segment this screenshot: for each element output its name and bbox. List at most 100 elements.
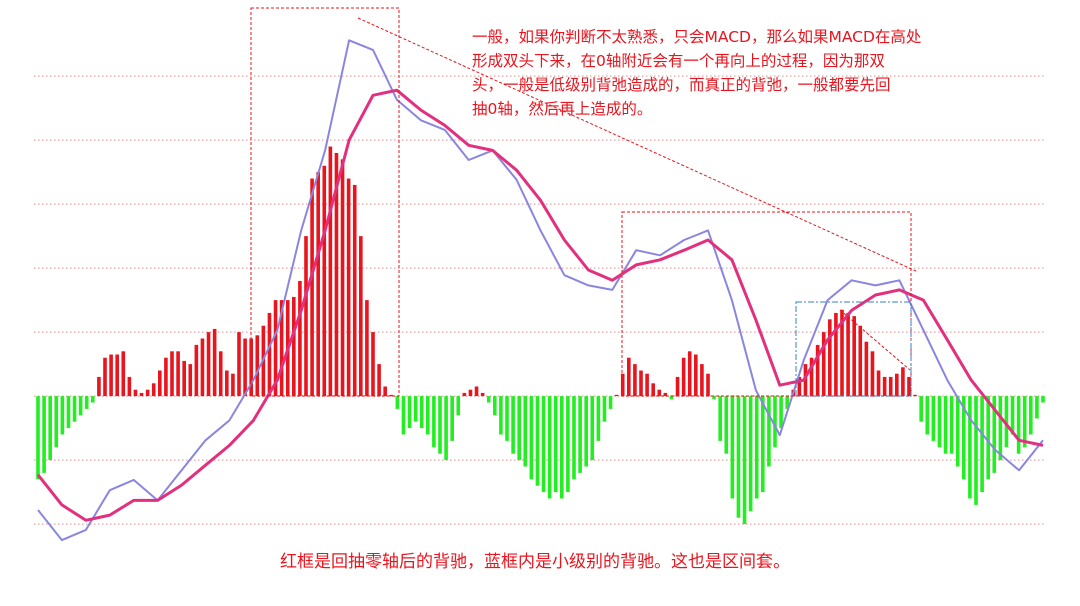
bar [949, 396, 954, 454]
bar [66, 396, 71, 429]
bar [401, 396, 406, 435]
bar [438, 396, 442, 454]
bar [943, 396, 948, 454]
bar [322, 165, 327, 397]
bar [352, 184, 357, 397]
bar [767, 396, 771, 467]
bar [955, 396, 960, 467]
bar [450, 396, 454, 441]
bar [895, 373, 899, 397]
bar [553, 396, 558, 493]
bar [54, 396, 59, 448]
bar [237, 332, 241, 397]
bar [395, 396, 400, 409]
bar [371, 332, 375, 397]
bar [669, 396, 674, 400]
bar [870, 351, 875, 397]
bar [681, 357, 686, 397]
bar [407, 396, 412, 429]
bar [736, 396, 741, 518]
bar [188, 364, 193, 397]
bar [706, 373, 710, 397]
bar [572, 396, 576, 480]
bar [785, 396, 789, 409]
bar [505, 396, 509, 441]
bar [846, 312, 850, 397]
bar [828, 319, 832, 397]
bar [560, 396, 564, 499]
bar [901, 367, 905, 397]
bar [578, 396, 582, 473]
bar [803, 364, 808, 397]
bar [687, 351, 692, 397]
bar [419, 396, 424, 429]
bar [761, 396, 765, 493]
bar [206, 332, 211, 397]
bar [316, 172, 320, 397]
blue-box [795, 301, 912, 397]
bar [511, 396, 515, 454]
bar [724, 396, 729, 454]
bar [158, 370, 162, 397]
bar [657, 389, 662, 397]
bar [365, 300, 369, 397]
bar [925, 396, 930, 435]
bar [535, 396, 540, 486]
bar [413, 396, 418, 422]
bar [42, 396, 46, 473]
bar [212, 328, 217, 397]
bar [1016, 396, 1021, 454]
bar [1022, 396, 1027, 448]
bar [462, 392, 467, 397]
bar [627, 357, 631, 397]
bar [639, 370, 643, 397]
bar [864, 341, 869, 397]
bar [72, 396, 77, 422]
bar [876, 370, 881, 397]
bar [919, 396, 923, 422]
bar [109, 354, 113, 397]
bar [486, 396, 491, 403]
bar [60, 396, 65, 435]
histogram [36, 146, 1045, 525]
bar [468, 389, 473, 397]
bar [931, 396, 936, 441]
bar [182, 360, 186, 397]
bar [97, 376, 101, 397]
bar [541, 396, 546, 493]
bar [517, 396, 521, 461]
bar [1010, 396, 1015, 435]
bar [474, 386, 479, 397]
bar [170, 351, 174, 397]
annotation: 红框是回抽零轴后的背驰，蓝框内是小级别的背驰。这也是区间套。 [280, 552, 790, 572]
bar [334, 152, 339, 397]
bar [907, 376, 911, 397]
bar [243, 338, 247, 397]
bar [596, 396, 601, 441]
bar [292, 296, 296, 397]
bar [103, 357, 107, 397]
bar [91, 396, 95, 403]
bar [968, 396, 972, 499]
bar [115, 354, 119, 397]
line [37, 39, 1044, 542]
bar [821, 332, 826, 397]
bar [986, 396, 990, 480]
grid [34, 75, 1046, 525]
bar [590, 396, 595, 461]
bar [584, 396, 588, 467]
bar [176, 351, 180, 397]
bar [359, 236, 363, 397]
bar [164, 357, 168, 397]
bar [620, 373, 625, 397]
lines [36, 39, 1044, 542]
bar [718, 396, 722, 441]
annotation-line: 一般，如果你判断不太熟悉，只会MACD，那么如果MACD在高处 [472, 28, 921, 46]
bar [194, 344, 199, 397]
bar [834, 312, 838, 397]
bar [145, 389, 150, 397]
bar [78, 396, 83, 416]
bar [200, 338, 205, 397]
bar [218, 351, 223, 397]
bar [882, 376, 887, 397]
